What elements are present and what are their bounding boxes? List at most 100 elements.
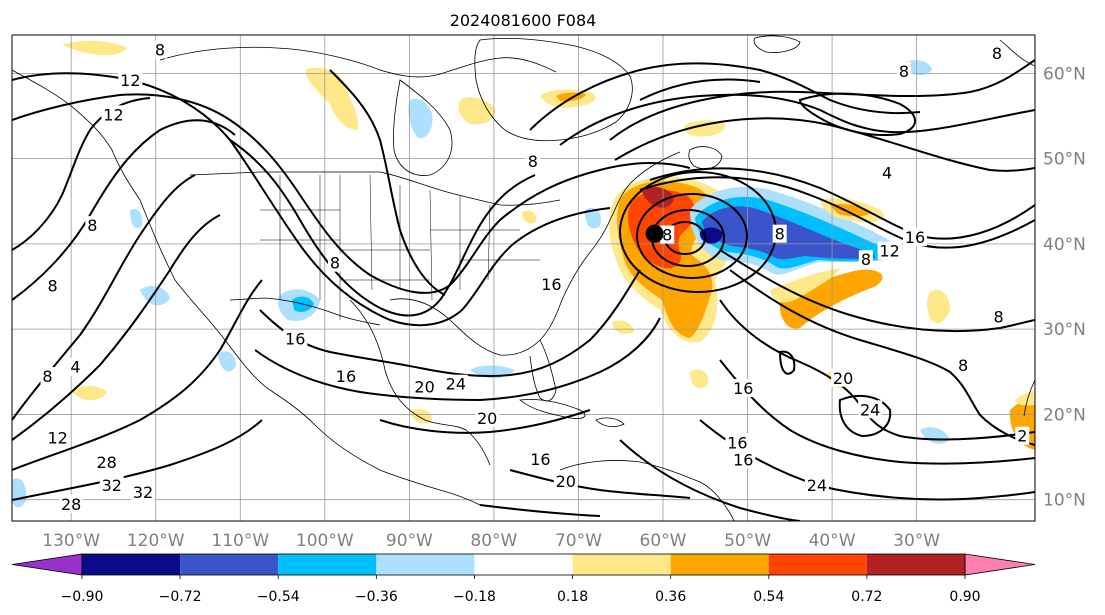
coast-canada-north [159, 46, 557, 78]
colorbar-bin [572, 554, 671, 575]
contour-label: 8 [330, 254, 340, 273]
colorbar-tick-label: 0.54 [753, 589, 784, 605]
contour-label-background [68, 357, 83, 376]
contour-line [719, 359, 1035, 465]
coast-africa-edge [1023, 379, 1035, 417]
longitude-tick-label: 70°W [555, 531, 602, 551]
coast-hudson [393, 79, 453, 176]
contour-line [798, 92, 916, 137]
coast-gulf-atlantic [389, 151, 681, 356]
colorbar-bin [180, 554, 279, 575]
border-us-canada [189, 171, 561, 206]
contour-label-background [858, 250, 873, 269]
colorbar-tick-label: 0.18 [557, 589, 588, 605]
contour-label-background [94, 453, 119, 472]
contour-label: 16 [905, 228, 925, 247]
contour-label-background [731, 378, 756, 397]
shade-patch [770, 268, 840, 303]
contour-label-background [725, 433, 750, 452]
coast-greenland [474, 37, 633, 142]
contour-label-background [528, 449, 553, 468]
contour-label-background [858, 400, 883, 419]
contour-line [559, 93, 1035, 146]
colorbar-tick-label: 0.90 [949, 589, 980, 605]
contour-label: 8 [994, 307, 1004, 326]
contour-line [479, 504, 601, 517]
contour-label: 12 [47, 428, 67, 447]
colorbar-bin [768, 554, 867, 575]
contour-line [719, 249, 1035, 333]
shade-patch [305, 67, 359, 130]
contour-label: 8 [861, 250, 871, 269]
latitude-tick-label: 30°N [1043, 320, 1086, 340]
colorbar-tick-label: −0.18 [453, 589, 496, 605]
shade-patch [410, 409, 432, 424]
coast-mexico [349, 299, 491, 466]
contour-label-background [333, 367, 358, 386]
contour-label-background [877, 241, 902, 260]
contour-label-background [956, 355, 971, 374]
contour-label: 8 [958, 356, 968, 375]
contour-label: 24 [446, 375, 466, 394]
colorbar-bin [278, 554, 377, 575]
contour-label: 32 [133, 483, 153, 502]
contour-label: 28 [61, 495, 81, 514]
coast-europe-edge [999, 39, 1035, 67]
contour-label: 8 [899, 62, 909, 81]
contour-label: 16 [285, 330, 305, 349]
shade-patch [130, 208, 143, 229]
contour-label-background [772, 224, 787, 243]
colorbar-under-extension [11, 553, 83, 576]
contour-label: 2 [1017, 427, 1027, 446]
contour-line [649, 167, 1035, 240]
shade-patch [218, 351, 236, 372]
contour-label-background [327, 253, 342, 272]
colorbar-tick-label: 0.72 [851, 589, 882, 605]
contour-line [778, 350, 796, 375]
coast-iceland [753, 35, 801, 53]
contour-label-background [553, 471, 578, 490]
contour-label-background [152, 40, 167, 59]
shade-patch [408, 98, 433, 139]
contour-label-background [40, 367, 55, 386]
shade-patch [684, 120, 726, 137]
contour-label: 4 [70, 358, 80, 377]
shade-patch [927, 290, 950, 324]
colorbar-bin [670, 554, 769, 575]
shade-patch [1015, 390, 1035, 406]
colorbar-bin [376, 554, 475, 575]
contour-label: 32 [102, 476, 122, 495]
colorbar-tick-label: −0.90 [61, 589, 104, 605]
longitude-tick-label: 40°W [809, 531, 856, 551]
contour-line [838, 394, 892, 438]
contour-label-background [412, 377, 437, 396]
contour-line [12, 93, 691, 294]
shade-patch [62, 40, 128, 56]
contour-label-background [539, 274, 564, 293]
contour-line [12, 419, 263, 501]
shade-positive-darkred [642, 186, 674, 208]
contour-label: 8 [662, 226, 672, 245]
contour-label: 28 [97, 453, 117, 472]
shade-patch [522, 210, 537, 224]
contour-label: 16 [336, 367, 356, 386]
contour-label: 24 [860, 400, 880, 419]
contour-label: 20 [833, 369, 853, 388]
contour-label: 8 [155, 40, 165, 59]
contour-line [12, 279, 263, 471]
contour-line [639, 78, 761, 101]
latitude-labels: 10°N 20°N 30°N 40°N 50°N 60°N [1043, 64, 1086, 510]
colorbar-bin [474, 554, 573, 575]
contour-label: 24 [807, 476, 827, 495]
contour-label-background [902, 228, 927, 247]
contour-label: 8 [775, 225, 785, 244]
longitude-tick-label: 130°W [42, 531, 100, 551]
contour-label: 12 [879, 242, 899, 261]
contour-label-background [131, 483, 156, 502]
contour-label: 16 [733, 379, 753, 398]
colorbar: −0.90 −0.72 −0.54 −0.36 −0.18 0.18 0.36 0.54 0.7… [11, 553, 1036, 605]
colorbar-over-extension [964, 553, 1036, 576]
latitude-tick-label: 40°N [1043, 235, 1086, 255]
